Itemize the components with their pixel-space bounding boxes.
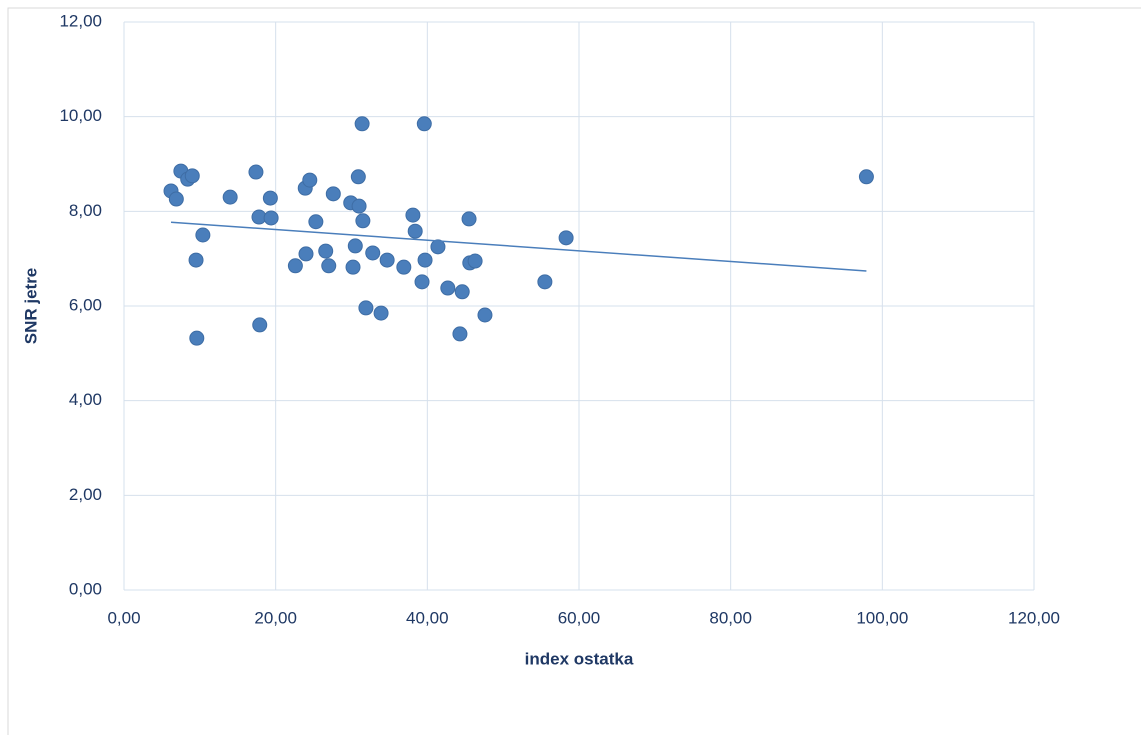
y-tick-label: 8,00 (69, 201, 102, 220)
point (222, 189, 238, 205)
point (358, 300, 374, 316)
point (537, 274, 553, 290)
point (417, 252, 433, 268)
x-tick-label: 60,00 (558, 608, 601, 627)
point (248, 164, 264, 180)
point (558, 230, 574, 246)
y-axis-title: SNR jetre (21, 268, 40, 345)
point (454, 284, 470, 300)
point (347, 238, 363, 254)
point (252, 317, 268, 333)
point (308, 214, 324, 230)
y-tick-label: 4,00 (69, 390, 102, 409)
chart-border (7, 7, 1141, 735)
point (168, 191, 184, 207)
point (263, 210, 279, 226)
point (440, 280, 456, 296)
trendline (170, 221, 867, 272)
point (858, 169, 874, 185)
point (477, 307, 493, 323)
point (184, 168, 200, 184)
x-tick-label: 20,00 (254, 608, 297, 627)
point (302, 172, 318, 188)
point (195, 227, 211, 243)
point (345, 259, 361, 275)
x-tick-label: 100,00 (856, 608, 908, 627)
point (461, 211, 477, 227)
point (298, 246, 314, 262)
point (414, 274, 430, 290)
point (452, 326, 468, 342)
point (350, 169, 366, 185)
x-tick-label: 0,00 (107, 608, 140, 627)
y-tick-label: 0,00 (69, 579, 102, 598)
point (287, 258, 303, 274)
point (405, 207, 421, 223)
point (321, 258, 337, 274)
point (396, 259, 412, 275)
point (430, 239, 446, 255)
point (325, 186, 341, 202)
y-tick-label: 10,00 (59, 106, 102, 125)
point (189, 330, 205, 346)
point (373, 305, 389, 321)
point (351, 198, 367, 214)
point (262, 190, 278, 206)
point (354, 116, 370, 132)
point (188, 252, 204, 268)
x-tick-label: 80,00 (709, 608, 752, 627)
x-axis-title: index ostatka (525, 649, 634, 668)
point (407, 223, 423, 239)
point (365, 245, 381, 261)
y-tick-label: 2,00 (69, 485, 102, 504)
point (379, 252, 395, 268)
point (355, 213, 371, 229)
x-tick-label: 40,00 (406, 608, 449, 627)
x-tick-label: 120,00 (1008, 608, 1060, 627)
point (416, 116, 432, 132)
y-tick-label: 6,00 (69, 295, 102, 314)
point (318, 243, 334, 259)
y-tick-label: 12,00 (59, 11, 102, 30)
point (467, 253, 483, 269)
